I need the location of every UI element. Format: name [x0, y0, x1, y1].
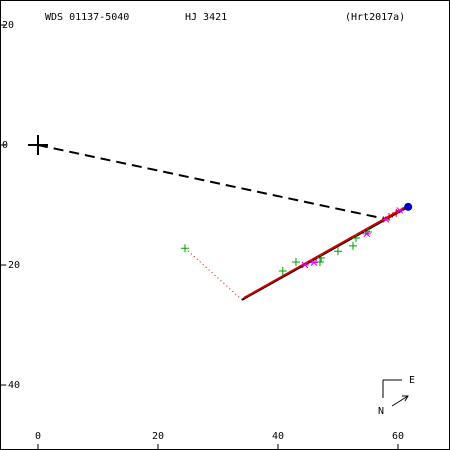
point: [27, 135, 48, 156]
chart-title: WDS 01137-5040: [45, 12, 129, 23]
x-tick-label: 0: [35, 431, 41, 442]
point: [291, 258, 300, 267]
y-tick-label: 0: [2, 140, 8, 151]
y-tick-label: -40: [2, 380, 20, 391]
point: [404, 202, 413, 211]
compass: [382, 379, 409, 407]
point: [392, 208, 401, 217]
x-tick-label: 60: [392, 431, 404, 442]
point: [180, 244, 189, 253]
point: [315, 258, 324, 267]
reference: (Hrt2017a): [345, 12, 405, 23]
point: [317, 253, 326, 262]
compass-arrow: [391, 395, 409, 407]
chart-subtitle: HJ 3421: [185, 12, 227, 23]
y-tick-label: -20: [2, 260, 20, 271]
x-tick-label: 40: [272, 431, 284, 442]
compass-arrowhead: [402, 395, 409, 402]
series-line: [243, 204, 409, 299]
compass-north: N: [378, 406, 384, 417]
point: [333, 247, 342, 256]
series-line: [184, 247, 243, 301]
compass-east: E: [409, 375, 415, 386]
x-tick-label: 20: [152, 431, 164, 442]
point: [351, 234, 360, 243]
point: [348, 241, 357, 250]
point: [278, 267, 287, 276]
point: [362, 230, 371, 238]
series-line: [37, 144, 385, 220]
y-tick-label: 20: [2, 20, 14, 31]
point: [384, 213, 393, 222]
point: [309, 259, 318, 266]
point: [300, 261, 309, 269]
